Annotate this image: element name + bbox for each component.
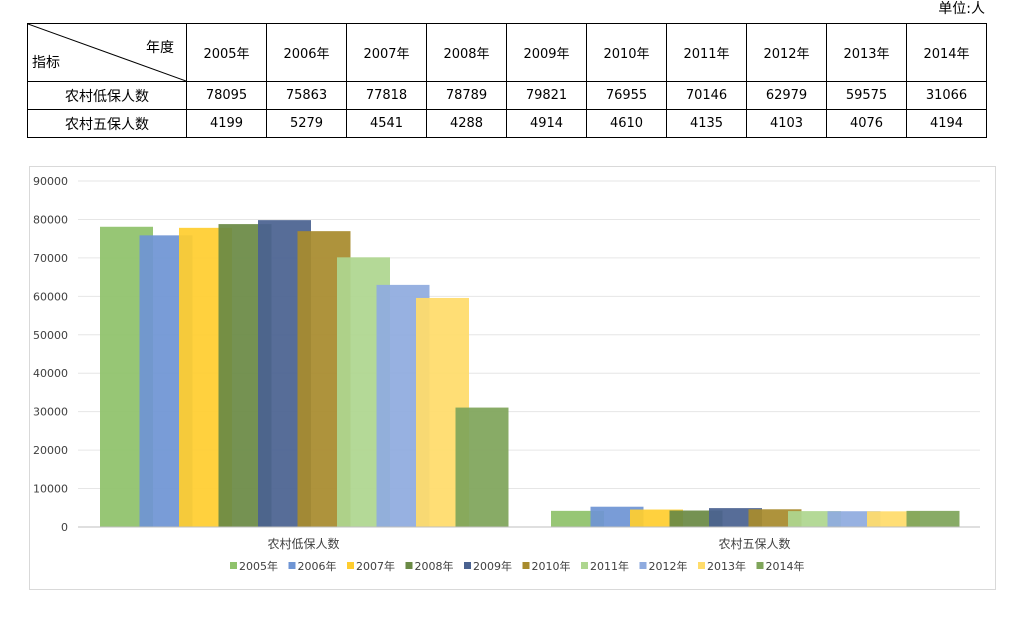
year-header: 2008年 — [426, 23, 507, 82]
year-header: 2007年 — [346, 23, 427, 82]
x-tick-label: 农村低保人数 — [267, 536, 339, 551]
year-header: 2005年 — [186, 23, 267, 82]
table-cell: 78095 — [186, 81, 267, 110]
y-tick-label: 20000 — [33, 444, 68, 457]
table-header-row: 年度 指标 2005年 2006年 2007年 2008年 2009年 2010… — [27, 23, 987, 82]
bar-chart: 0 10000 20000 30000 40000 50000 60000 70000 8000… — [33, 175, 980, 573]
y-tick-label: 90000 — [33, 175, 68, 188]
year-header: 2009年 — [506, 23, 587, 82]
table-cell: 75863 — [266, 81, 347, 110]
y-tick-label: 10000 — [33, 483, 68, 496]
table-cell: 76955 — [586, 81, 667, 110]
legend-swatch — [581, 562, 588, 569]
legend-swatch — [464, 562, 471, 569]
table-cell: 4288 — [426, 109, 507, 138]
corner-indicator-label: 指标 — [32, 55, 60, 71]
unit-label: 单位:人 — [938, 1, 985, 17]
legend-label: 2012年 — [649, 559, 688, 573]
bar — [455, 407, 509, 527]
table-cell: 4135 — [666, 109, 747, 138]
legend-swatch — [405, 562, 413, 569]
legend-swatch — [230, 562, 237, 569]
legend-label: 2014年 — [766, 559, 805, 573]
data-table: 年度 指标 2005年 2006年 2007年 2008年 2009年 2010… — [27, 23, 987, 138]
legend-label: 2007年 — [356, 559, 395, 573]
legend-swatch — [639, 562, 647, 569]
y-tick-label: 70000 — [33, 252, 68, 265]
table-cell: 79821 — [506, 81, 587, 110]
legend-label: 2011年 — [590, 559, 629, 573]
legend-swatch — [288, 562, 296, 569]
y-tick-label: 80000 — [33, 213, 68, 226]
year-header: 2014年 — [906, 23, 987, 82]
table-cell: 5279 — [266, 109, 347, 138]
y-tick-label: 50000 — [33, 329, 68, 342]
table-cell: 78789 — [426, 81, 507, 110]
legend-swatch — [698, 562, 705, 569]
year-header: 2010年 — [586, 23, 667, 82]
y-tick-label: 40000 — [33, 367, 68, 380]
y-tick-label: 30000 — [33, 406, 68, 419]
legend-swatch — [347, 562, 354, 569]
legend-label: 2005年 — [239, 559, 278, 573]
bar — [906, 510, 960, 527]
row-label: 农村低保人数 — [27, 81, 187, 110]
table-cell: 4103 — [746, 109, 827, 138]
legend-swatch — [756, 562, 764, 569]
table-cell: 77818 — [346, 81, 427, 110]
x-tick-label: 农村五保人数 — [718, 536, 790, 551]
legend-label: 2009年 — [473, 559, 512, 573]
table-cell: 4914 — [506, 109, 587, 138]
year-header: 2011年 — [666, 23, 747, 82]
legend-swatch — [522, 562, 530, 569]
legend-label: 2006年 — [298, 559, 337, 573]
table-cell: 59575 — [826, 81, 907, 110]
table-cell: 4541 — [346, 109, 427, 138]
year-header: 2006年 — [266, 23, 347, 82]
table-cell: 4076 — [826, 109, 907, 138]
y-tick-label: 60000 — [33, 290, 68, 303]
legend-label: 2013年 — [707, 559, 746, 573]
row-label: 农村五保人数 — [27, 109, 187, 138]
corner-diagonal — [28, 24, 186, 81]
table-cell: 4194 — [906, 109, 987, 138]
table-cell: 62979 — [746, 81, 827, 110]
year-header: 2013年 — [826, 23, 907, 82]
legend-label: 2008年 — [415, 559, 454, 573]
table-cell: 4199 — [186, 109, 267, 138]
table-row: 农村低保人数 78095 75863 77818 78789 79821 769… — [27, 81, 987, 110]
corner-header-cell: 年度 指标 — [27, 23, 187, 82]
table-cell: 4610 — [586, 109, 667, 138]
chart-area: 0 10000 20000 30000 40000 50000 60000 70000 8000… — [29, 166, 996, 590]
year-header: 2012年 — [746, 23, 827, 82]
table-row: 农村五保人数 4199 5279 4541 4288 4914 4610 413… — [27, 109, 987, 138]
corner-year-label: 年度 — [146, 40, 174, 56]
legend-label: 2010年 — [532, 559, 571, 573]
y-tick-label: 0 — [61, 521, 68, 534]
table-cell: 31066 — [906, 81, 987, 110]
table-cell: 70146 — [666, 81, 747, 110]
